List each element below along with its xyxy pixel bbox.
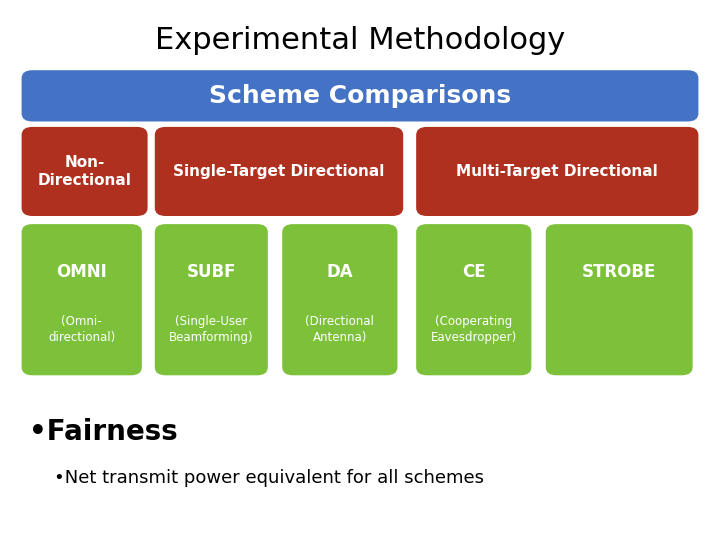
Text: (Single-User
Beamforming): (Single-User Beamforming) bbox=[169, 315, 253, 345]
FancyBboxPatch shape bbox=[22, 224, 142, 375]
Text: Scheme Comparisons: Scheme Comparisons bbox=[209, 84, 511, 108]
FancyBboxPatch shape bbox=[416, 224, 531, 375]
Text: (Omni-
directional): (Omni- directional) bbox=[48, 315, 115, 345]
Text: Non-
Directional: Non- Directional bbox=[37, 154, 132, 188]
Text: SUBF: SUBF bbox=[186, 264, 236, 281]
Text: STROBE: STROBE bbox=[582, 264, 657, 281]
Text: •Fairness: •Fairness bbox=[29, 418, 178, 446]
FancyBboxPatch shape bbox=[416, 127, 698, 216]
Text: (Directional
Antenna): (Directional Antenna) bbox=[305, 315, 374, 345]
FancyBboxPatch shape bbox=[22, 70, 698, 122]
Text: Experimental Methodology: Experimental Methodology bbox=[155, 26, 565, 55]
FancyBboxPatch shape bbox=[22, 127, 148, 216]
FancyBboxPatch shape bbox=[546, 224, 693, 375]
Text: Single-Target Directional: Single-Target Directional bbox=[174, 164, 384, 179]
FancyBboxPatch shape bbox=[155, 224, 268, 375]
Text: CE: CE bbox=[462, 264, 485, 281]
Text: (Cooperating
Eavesdropper): (Cooperating Eavesdropper) bbox=[431, 315, 517, 345]
Text: DA: DA bbox=[327, 264, 353, 281]
Text: Multi-Target Directional: Multi-Target Directional bbox=[456, 164, 658, 179]
FancyBboxPatch shape bbox=[282, 224, 397, 375]
FancyBboxPatch shape bbox=[155, 127, 403, 216]
Text: •Net transmit power equivalent for all schemes: •Net transmit power equivalent for all s… bbox=[54, 469, 484, 487]
Text: OMNI: OMNI bbox=[56, 264, 107, 281]
